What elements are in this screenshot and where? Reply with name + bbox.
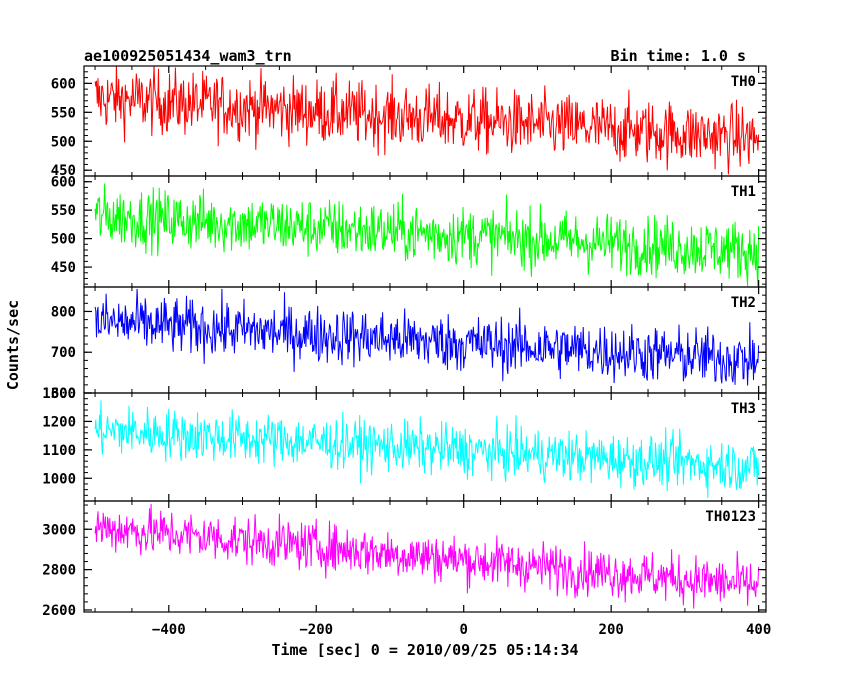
series-th3 [94,400,760,499]
y-tick-label: 2600 [42,603,76,619]
y-tick-label: 1100 [42,443,76,459]
panel-th2: 600 700 800 TH2 [51,286,767,402]
y-tick-label: 600 [51,175,76,191]
x-tick-label: 200 [599,622,624,638]
y-axis-label: Counts/sec [4,300,22,390]
y-tick-label: 550 [51,203,76,219]
panel-label: TH2 [731,295,756,311]
y-tick-label: 450 [51,163,76,179]
x-axis: −400 −200 0 200 400 [152,622,771,638]
panel-label: TH3 [731,401,756,417]
panel-label: TH0123 [705,509,756,525]
y-tick-label: 800 [51,304,76,320]
y-tick-label: 450 [51,260,76,276]
series-th1 [94,183,760,287]
y-tick-label: 550 [51,105,76,121]
y-tick-label: 3000 [42,522,76,538]
y-tick-label: 500 [51,232,76,248]
y-tick-label: 600 [51,76,76,92]
x-tick-label: −200 [299,622,333,638]
panel-th0: 450 500 550 600 TH0 [51,65,767,179]
x-tick-label: −400 [152,622,186,638]
chart-title: ae100925051434_wam3_trn [84,47,292,65]
y-tick-label: 1000 [42,471,76,487]
bin-time-label: Bin time: 1.0 s [611,47,746,65]
series-th0123 [94,503,760,609]
x-tick-label: 0 [459,622,467,638]
y-tick-label: 700 [51,345,76,361]
panel-label: TH1 [731,184,756,200]
panel-label: TH0 [731,74,756,90]
series-th2 [94,288,760,386]
panel-th0123: 2600 2800 3000 TH0123 [42,500,767,619]
panels: 450 500 550 600 TH0 450 500 550 600 TH1 600 700 800 T… [42,65,767,619]
y-tick-label: 600 [51,386,76,402]
y-tick-label: 2800 [42,563,76,579]
panel-th3: 1000 1100 1200 1300 TH3 [42,386,767,502]
x-tick-label: 400 [746,622,771,638]
series-th0 [94,66,760,175]
y-tick-label: 1200 [42,414,76,430]
y-tick-label: 1300 [42,386,76,402]
x-axis-label: Time [sec] 0 = 2010/09/25 05:14:34 [271,641,578,659]
panel-th1: 450 500 550 600 TH1 [51,175,767,288]
y-tick-label: 500 [51,134,76,150]
panel-frame [83,500,767,613]
